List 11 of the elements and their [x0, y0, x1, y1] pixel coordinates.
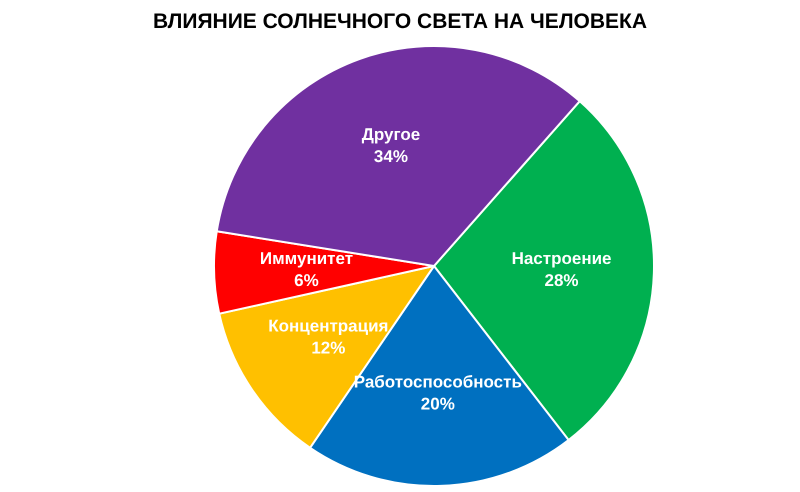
slice-label: Настроение: [512, 249, 612, 268]
data-label: 28%: [544, 271, 579, 290]
data-label: 20%: [420, 394, 455, 414]
data-label: 34%: [374, 146, 408, 166]
slice-label: Работоспособность: [354, 372, 522, 392]
slice-label: Другое: [362, 124, 420, 144]
data-label: 6%: [294, 270, 319, 290]
chart-title: ВЛИЯНИЕ СОЛНЕЧНОГО СВЕТА НА ЧЕЛОВЕКА: [152, 10, 648, 33]
data-label: 12%: [311, 338, 346, 358]
slice-label: Концентрация: [268, 316, 388, 336]
slice-label: Иммунитет: [260, 248, 354, 268]
